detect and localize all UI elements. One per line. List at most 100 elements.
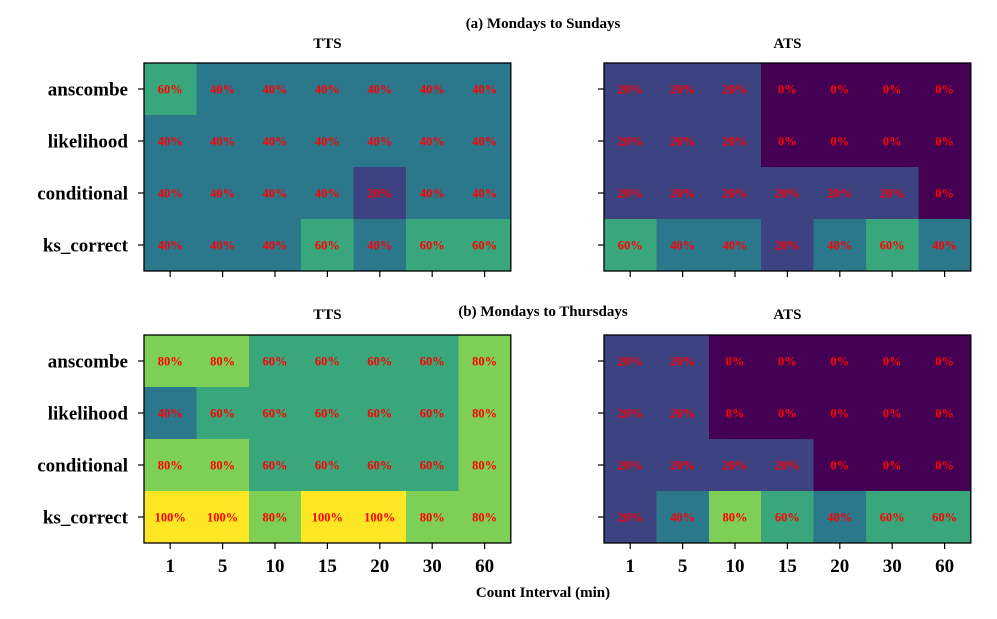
heatmap-cell <box>458 167 512 220</box>
cell-value-label: 20% <box>670 407 695 421</box>
cell-value-label: 40% <box>263 135 288 149</box>
cell-value-label: 40% <box>158 187 183 201</box>
panel-title: ATS <box>773 307 801 323</box>
cell-value-label: 40% <box>210 239 235 253</box>
heatmap-cell <box>301 335 355 388</box>
heatmap-cell <box>196 439 250 492</box>
heatmap-cell <box>656 439 710 492</box>
heatmap-cell <box>196 115 250 168</box>
heatmap-cell <box>144 115 197 168</box>
cell-value-label: 20% <box>618 355 643 369</box>
cell-value-label: 20% <box>670 459 695 473</box>
cell-value-label: 40% <box>367 135 392 149</box>
heatmap-cell <box>761 439 815 492</box>
cell-value-label: 40% <box>670 239 695 253</box>
heatmap-cell <box>406 115 459 168</box>
x-tick-label: 60 <box>935 556 954 577</box>
x-tick-label: 1 <box>165 556 175 577</box>
panel-title: ATS <box>773 36 801 52</box>
cell-value-label: 40% <box>420 83 445 97</box>
heatmap-cell <box>248 387 302 440</box>
x-tick-label: 1 <box>625 556 635 577</box>
cell-value-label: 0% <box>830 135 849 149</box>
cell-value-label: 0% <box>778 135 797 149</box>
cell-value-label: 20% <box>618 83 643 97</box>
cell-value-label: 0% <box>883 407 902 421</box>
heatmap-cell <box>866 387 919 440</box>
heatmap-cell <box>918 335 972 388</box>
heatmap-cell <box>866 115 919 168</box>
x-tick-label: 60 <box>475 556 494 577</box>
x-tick-label: 15 <box>778 556 797 577</box>
heatmap-cell <box>248 115 302 168</box>
cell-value-label: 40% <box>367 239 392 253</box>
heatmap-cell <box>406 63 459 116</box>
cell-value-label: 60% <box>420 407 445 421</box>
cell-value-label: 40% <box>315 135 340 149</box>
cell-value-label: 40% <box>420 135 445 149</box>
heatmap-cell <box>813 387 867 440</box>
cell-value-label: 20% <box>670 187 695 201</box>
heatmap-cell <box>813 115 867 168</box>
cell-value-label: 40% <box>210 135 235 149</box>
row-label: anscombe <box>48 80 128 101</box>
heatmap-cell <box>353 219 407 272</box>
heatmap-cell <box>918 167 972 220</box>
heatmap-cell <box>248 491 302 544</box>
cell-value-label: 20% <box>723 459 748 473</box>
heatmap-cell <box>458 115 512 168</box>
heatmap-cell <box>813 63 867 116</box>
x-tick-label: 30 <box>423 556 442 577</box>
heatmap-cell <box>708 387 762 440</box>
heatmap-cell <box>353 167 407 220</box>
x-tick-label: 20 <box>370 556 389 577</box>
heatmap-cell <box>813 167 867 220</box>
heatmap-cell <box>144 219 197 272</box>
heatmap-cell <box>656 63 710 116</box>
row-label: anscombe <box>48 352 128 373</box>
heatmap-cell <box>406 491 459 544</box>
cell-value-label: 0% <box>883 459 902 473</box>
heatmap-cell <box>761 115 815 168</box>
cell-value-label: 20% <box>618 511 643 525</box>
cell-value-label: 20% <box>827 187 852 201</box>
heatmap-cell <box>353 115 407 168</box>
cell-value-label: 20% <box>775 187 800 201</box>
cell-value-label: 60% <box>472 239 497 253</box>
heatmap-cell <box>761 387 815 440</box>
cell-value-label: 100% <box>364 511 395 525</box>
heatmap-cell <box>353 491 407 544</box>
cell-value-label: 20% <box>367 187 392 201</box>
cell-value-label: 60% <box>618 239 643 253</box>
cell-value-label: 0% <box>935 355 954 369</box>
cell-value-label: 40% <box>158 407 183 421</box>
cell-value-label: 40% <box>263 187 288 201</box>
cell-value-label: 20% <box>670 355 695 369</box>
cell-value-label: 40% <box>315 187 340 201</box>
cell-value-label: 60% <box>880 239 905 253</box>
heatmap-cell <box>813 491 867 544</box>
x-tick-label: 10 <box>726 556 745 577</box>
cell-value-label: 20% <box>670 83 695 97</box>
heatmap-cell <box>813 219 867 272</box>
cell-value-label: 20% <box>723 83 748 97</box>
section-title: (a) Mondays to Sundays <box>466 16 621 32</box>
cell-value-label: 40% <box>263 83 288 97</box>
heatmap-cell <box>656 219 710 272</box>
heatmap-cell <box>604 491 657 544</box>
heatmap-cell <box>144 63 197 116</box>
x-tick-label: 10 <box>266 556 285 577</box>
cell-value-label: 80% <box>472 407 497 421</box>
cell-value-label: 80% <box>723 511 748 525</box>
heatmap-cell <box>406 439 459 492</box>
cell-value-label: 0% <box>726 407 745 421</box>
cell-value-label: 40% <box>670 511 695 525</box>
heatmap-cell <box>301 439 355 492</box>
heatmap-cell <box>144 439 197 492</box>
heatmap-cell <box>813 335 867 388</box>
cell-value-label: 40% <box>723 239 748 253</box>
cell-value-label: 0% <box>778 83 797 97</box>
heatmap-cell <box>458 387 512 440</box>
cell-value-label: 20% <box>618 407 643 421</box>
heatmap-cell <box>918 219 972 272</box>
